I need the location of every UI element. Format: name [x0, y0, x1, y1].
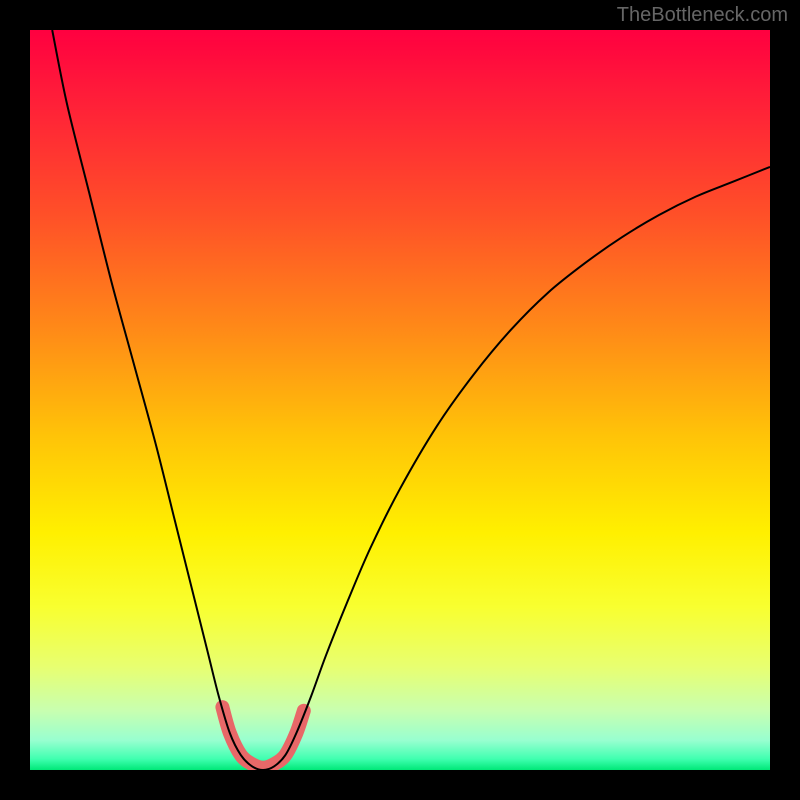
chart-curve-layer — [30, 30, 770, 770]
chart-plot-area — [30, 30, 770, 770]
main-curve — [52, 30, 770, 770]
trough-highlight — [222, 707, 303, 768]
watermark-text: TheBottleneck.com — [617, 4, 788, 27]
